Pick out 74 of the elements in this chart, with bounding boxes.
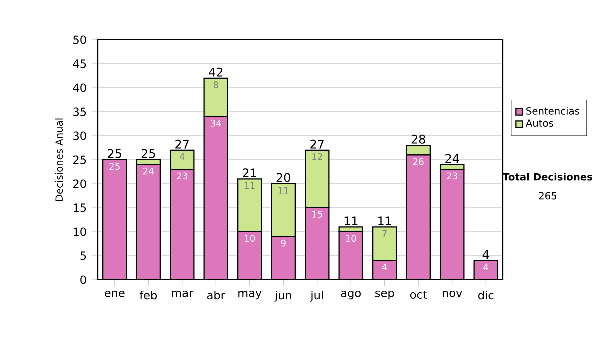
bar [170,170,194,280]
y-tick-label: 40 [73,84,86,92]
bar [440,170,464,280]
data-label: 4 [180,153,185,160]
text: 265 [539,192,557,200]
bar [406,155,430,280]
data-label: 23 [447,172,458,180]
data-label: 26 [413,158,424,166]
bar [406,145,431,156]
data-label: 15 [312,211,322,218]
x-tick-label: ene [105,290,125,298]
bar [372,226,398,262]
legend-label: Autos [526,120,554,128]
y-tick-label: 25 [74,156,86,164]
x-tick-label: may [238,290,262,300]
data-label: 10 [245,235,256,242]
bar [238,232,262,280]
x-tick-label: nov [443,290,462,298]
data-label: 4 [382,264,388,271]
data-label: 9 [281,240,286,247]
x-tick-label: mar [172,290,194,298]
total-label: 24 [446,154,460,164]
data-label: 8 [214,82,218,88]
y-tick-label: 0 [80,276,86,284]
x-tick-label: jul [310,290,324,302]
bar [204,116,228,280]
bar [238,178,262,233]
y-axis-title: Decisiones Anual [55,118,64,202]
data-label: 10 [346,235,356,242]
data-label: 24 [143,168,154,175]
total-label: 25 [108,149,122,158]
y-tick-label: 20 [74,180,86,188]
data-label: 7 [382,230,387,237]
bar [136,164,160,280]
y-tick-label: 30 [74,132,86,140]
y-tick-label: 5 [80,252,86,260]
bar [306,208,330,280]
total-label: 28 [412,134,426,144]
total-label: 21 [243,168,256,178]
data-label: 34 [211,120,222,127]
legend-label: Sentencias [526,107,580,115]
x-tick-label: feb [140,290,158,300]
data-label: 11 [278,187,289,194]
x-tick-label: sep [376,290,394,300]
total-label: 27 [310,140,324,149]
total-label: 11 [378,216,392,226]
bar [271,183,296,238]
y-tick-label: 10 [74,228,86,236]
y-tick-label: 15 [74,204,86,212]
x-tick-label: oct [410,290,428,300]
data-label: 11 [245,182,255,189]
x-tick-label: jun [274,290,292,302]
bar [103,160,127,280]
total-label: 20 [276,173,290,182]
data-label: 12 [312,153,322,160]
y-tick-label: 35 [74,108,86,116]
data-label: 23 [177,172,188,180]
data-label: 25 [110,163,120,170]
total-label: 42 [209,68,223,77]
x-tick-label: dic [478,290,494,300]
total-label: 11 [344,216,358,226]
bar [170,150,195,170]
total-label: 4 [482,250,490,260]
x-tick-label: abr [207,290,226,300]
y-tick-label: 50 [74,36,86,44]
y-tick-label: 45 [73,60,86,68]
total-label: 27 [176,140,189,149]
x-tick-label: ago [341,290,361,300]
bar [304,150,330,209]
bar [339,232,363,280]
text: Total Decisiones [503,173,592,181]
total-label: 25 [142,149,156,158]
bar [272,236,296,280]
data-label: 4 [484,264,489,271]
